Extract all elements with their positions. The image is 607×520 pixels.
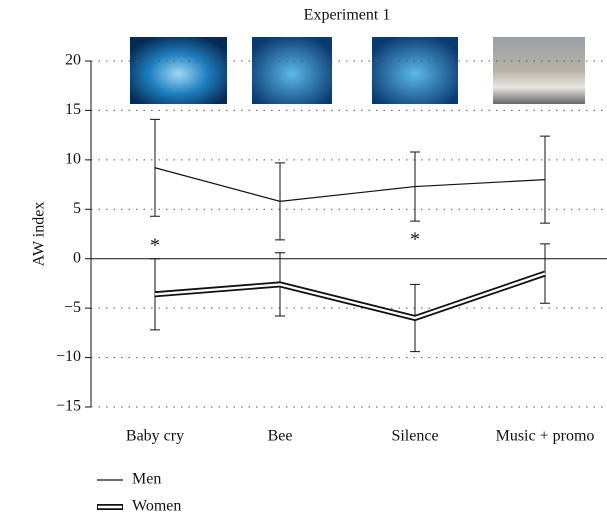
- thumbnail: [252, 37, 332, 104]
- x-tick-label: Baby cry: [126, 428, 184, 445]
- x-tick-label: Bee: [268, 428, 293, 445]
- y-tick-label: 20: [65, 52, 81, 69]
- y-tick-label: −15: [56, 398, 81, 415]
- thumbnail: [493, 37, 585, 104]
- line: [154, 270, 546, 322]
- thumbnails: [130, 37, 585, 104]
- y-tick-label: 10: [65, 151, 81, 168]
- y-tick-label: 5: [73, 200, 81, 217]
- y-tick-label: −10: [56, 348, 81, 365]
- legend-label: Men: [132, 471, 161, 488]
- line: [154, 167, 546, 202]
- legend-label: Women: [132, 498, 181, 515]
- y-tick-label: 0: [73, 249, 81, 266]
- y-tick-label: 15: [65, 101, 81, 118]
- error-bar: [540, 135, 550, 224]
- thumbnail: [130, 37, 227, 104]
- annotation: *: [150, 235, 160, 257]
- thumbnail: [372, 37, 458, 104]
- x-tick-label: Music + promo: [496, 428, 595, 445]
- annotation: *: [410, 229, 420, 251]
- y-axis-label: AW index: [31, 202, 48, 267]
- line-inner: [154, 272, 546, 320]
- chart-title: Experiment 1: [304, 7, 391, 24]
- y-tick-label: −5: [64, 299, 81, 316]
- x-tick-label: Silence: [391, 428, 438, 445]
